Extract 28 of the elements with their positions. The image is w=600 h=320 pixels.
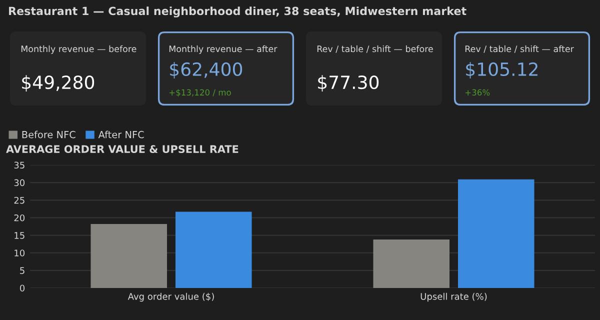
- text: +$13,120 / mo: [169, 89, 231, 97]
- text: Monthly revenue — after: [169, 45, 278, 54]
- y-tick-label: 35: [14, 162, 24, 169]
- y-tick-label: 20: [14, 214, 25, 222]
- text: Restaurant 1 — Casual neighborhood diner, 38 seats, Midwestern market: [9, 6, 466, 18]
- y-tick-label: 15: [14, 232, 24, 239]
- text: $49,280: [22, 75, 94, 92]
- y-tick-label: 10: [14, 250, 25, 256]
- y-tick-label: 0: [20, 284, 25, 292]
- text: $105.12: [466, 62, 538, 78]
- legend-label: After NFC: [98, 130, 144, 138]
- legend-label: Before NFC: [22, 130, 76, 138]
- text: $62,400: [170, 62, 242, 78]
- text: Rev / table / shift — before: [317, 45, 433, 53]
- x-tick-label: Avg order value ($): [128, 292, 214, 302]
- y-tick-label: 25: [14, 196, 24, 204]
- chart-title: AVERAGE ORDER VALUE & UPSELL RATE: [6, 145, 238, 154]
- bar: [458, 179, 534, 288]
- text: Monthly revenue — before: [21, 45, 136, 54]
- text: Rev / table / shift — after: [465, 45, 574, 53]
- text: $77.30: [318, 75, 379, 92]
- bar: [90, 224, 168, 288]
- text: +36%: [465, 89, 490, 96]
- bar: [175, 212, 252, 288]
- bar: [373, 240, 450, 288]
- y-tick-label: 30: [14, 179, 25, 186]
- y-tick-label: 5: [20, 267, 24, 274]
- x-tick-label: Upsell rate (%): [420, 292, 487, 302]
